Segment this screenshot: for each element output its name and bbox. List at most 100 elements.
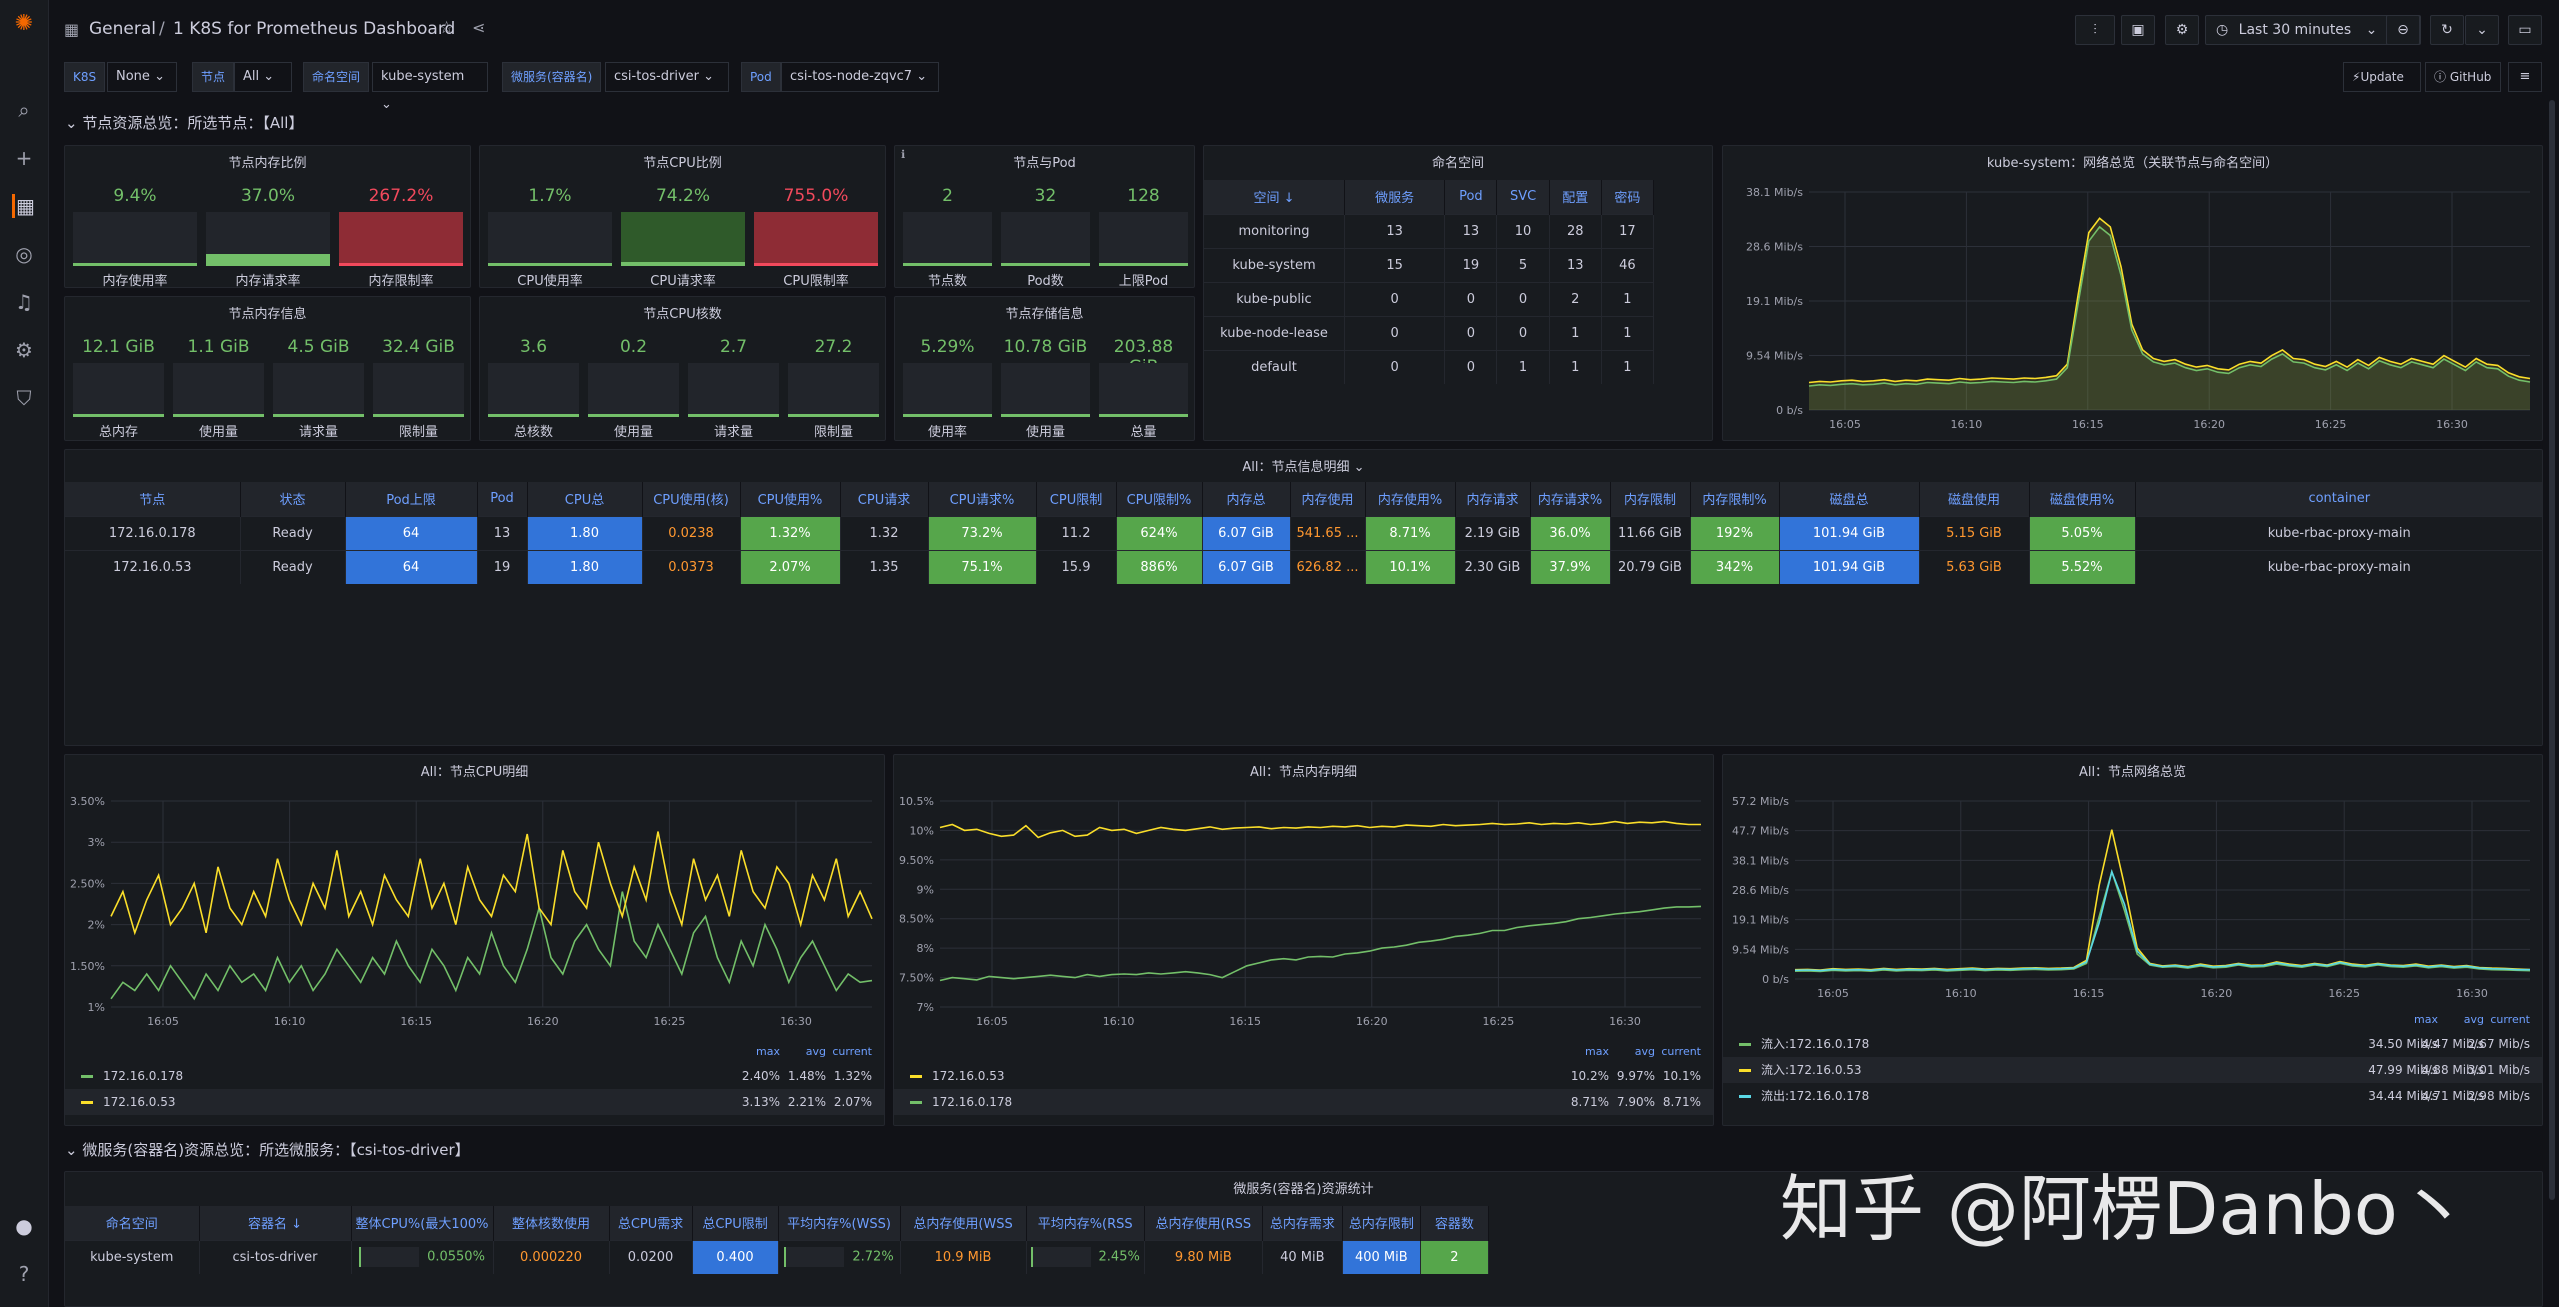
node-col-header[interactable]: 内存总: [1202, 482, 1291, 516]
ns-col-secret[interactable]: 密码: [1601, 180, 1655, 214]
node-col-header[interactable]: CPU使用%: [740, 482, 841, 516]
server-admin-shield-icon[interactable]: ⛉: [16, 386, 32, 410]
chevron-down-icon: ⌄: [65, 114, 78, 132]
svc-col-header[interactable]: 容器名 ↓: [199, 1206, 352, 1240]
legend-row[interactable]: 172.16.0.53 10.2% 9.97% 10.1%: [894, 1063, 1713, 1089]
legend-col-header[interactable]: avg: [2463, 1013, 2484, 1026]
create-plus-icon[interactable]: +: [15, 146, 33, 170]
gauge-value: 3.6: [519, 337, 548, 357]
legend-row[interactable]: 172.16.0.53 3.13% 2.21% 2.07%: [65, 1089, 884, 1115]
var-select-namespace[interactable]: kube-system ⌄: [372, 62, 488, 112]
row-title-node-overview[interactable]: ⌄ 节点资源总览：所选节点：【All】: [65, 112, 303, 133]
node-col-header[interactable]: Pod上限: [345, 482, 478, 516]
gauge-bar: [273, 363, 364, 417]
breadcrumb-folder[interactable]: General: [89, 19, 156, 39]
ns-col-pod[interactable]: Pod: [1444, 180, 1498, 214]
share-icon[interactable]: ⋖: [472, 18, 486, 37]
node-col-header[interactable]: CPU总: [527, 482, 643, 516]
node-col-header[interactable]: CPU请求%: [928, 482, 1037, 516]
node-col-header[interactable]: CPU限制%: [1116, 482, 1203, 516]
menu-bars-icon[interactable]: ≡: [2508, 62, 2542, 92]
star-icon[interactable]: ☆: [439, 18, 455, 38]
legend-col-header[interactable]: current: [832, 1045, 872, 1058]
refresh-icon[interactable]: ↻: [2430, 15, 2464, 45]
ns-col-svc[interactable]: SVC: [1496, 180, 1550, 214]
explore-compass-icon[interactable]: ◎: [15, 242, 33, 266]
legend-row[interactable]: 172.16.0.178 2.40% 1.48% 1.32%: [65, 1063, 884, 1089]
panel-title: 节点CPU核数: [643, 307, 722, 322]
legend-row[interactable]: 流出:172.16.0.178 34.44 Mib/s 4.71 Mib/s 2.98…: [1723, 1083, 2542, 1109]
svc-col-header[interactable]: 平均内存%(RSS: [1026, 1206, 1145, 1240]
node-col-header[interactable]: Pod: [477, 482, 528, 516]
dashboard-title[interactable]: 1 K8S for Prometheus Dashboard: [173, 19, 456, 39]
grafana-logo-icon[interactable]: ✺: [14, 11, 34, 36]
ns-col-space[interactable]: 空间 ↓: [1204, 180, 1345, 214]
svc-col-header[interactable]: 命名空间: [65, 1206, 200, 1240]
var-select-node[interactable]: All ⌄: [234, 62, 292, 92]
panel-title-wrap[interactable]: All：节点信息明细 ⌄: [65, 456, 2542, 475]
node-col-header[interactable]: 节点: [65, 482, 241, 516]
node-col-header[interactable]: 内存请求: [1455, 482, 1531, 516]
svc-col-header[interactable]: 总CPU需求: [609, 1206, 693, 1240]
legend-col-header[interactable]: avg: [805, 1045, 826, 1058]
node-col-header[interactable]: CPU限制: [1036, 482, 1117, 516]
legend-col-header[interactable]: current: [2490, 1013, 2530, 1026]
legend-col-header[interactable]: current: [1661, 1045, 1701, 1058]
x-tick-label: 16:15: [2073, 987, 2105, 1000]
tv-mode-icon[interactable]: ▭: [2508, 15, 2542, 45]
node-col-header[interactable]: CPU请求: [840, 482, 929, 516]
svc-col-header[interactable]: 容器数: [1420, 1206, 1489, 1240]
save-icon[interactable]: ▣: [2121, 15, 2155, 45]
update-link-button[interactable]: ⚡Update: [2343, 62, 2421, 92]
svc-col-header[interactable]: 整体核数使用: [493, 1206, 610, 1240]
time-picker-button[interactable]: ◷ Last 30 minutes ⌄: [2205, 15, 2421, 45]
node-col-header[interactable]: 状态: [240, 482, 346, 516]
refresh-interval-chevron-icon[interactable]: ⌄: [2465, 15, 2499, 45]
ns-col-svcs[interactable]: 微服务: [1344, 180, 1446, 214]
alerting-bell-icon[interactable]: ♫: [15, 290, 33, 314]
node-col-header[interactable]: 内存限制%: [1690, 482, 1780, 516]
configuration-gear-icon[interactable]: ⚙: [15, 338, 33, 362]
var-select-service[interactable]: csi-tos-driver ⌄: [605, 62, 729, 92]
legend-col-header[interactable]: max: [2414, 1013, 2438, 1026]
var-select-k8s[interactable]: None ⌄: [107, 62, 177, 92]
node-col-header[interactable]: 内存请求%: [1530, 482, 1611, 516]
row-title-service-overview[interactable]: ⌄ 微服务(容器名)资源总览：所选微服务：【csi-tos-driver】: [65, 1139, 470, 1160]
zoom-out-icon[interactable]: ⊖: [2386, 15, 2420, 45]
svc-col-header[interactable]: 平均内存%(WSS): [778, 1206, 901, 1240]
settings-gear-icon[interactable]: ⚙: [2165, 15, 2199, 45]
mini-bar-gauge: [784, 1247, 845, 1268]
svc-col-header[interactable]: 总内存使用(RSS: [1144, 1206, 1263, 1240]
svc-col-header[interactable]: 总CPU限制: [692, 1206, 779, 1240]
svc-col-header[interactable]: 总内存限制: [1342, 1206, 1421, 1240]
legend-col-header[interactable]: max: [756, 1045, 780, 1058]
var-select-pod[interactable]: csi-tos-node-zqvc7 ⌄: [781, 62, 939, 92]
github-link-button[interactable]: ⓘ GitHub: [2425, 62, 2501, 92]
svc-col-header[interactable]: 总内存使用(WSS: [900, 1206, 1027, 1240]
info-icon[interactable]: ℹ: [901, 148, 906, 161]
legend-row[interactable]: 流入:172.16.0.178 34.50 Mib/s 4.47 Mib/s 2.67…: [1723, 1031, 2542, 1057]
dashboards-icon[interactable]: ▦: [12, 194, 36, 218]
node-col-header[interactable]: 磁盘使用: [1919, 482, 2030, 516]
legend-col-header[interactable]: avg: [1634, 1045, 1655, 1058]
x-tick-label: 16:05: [1817, 987, 1849, 1000]
help-icon[interactable]: ?: [18, 1262, 30, 1286]
search-icon[interactable]: ⌕: [18, 98, 30, 122]
node-col-header[interactable]: 内存限制: [1610, 482, 1691, 516]
svc-col-header[interactable]: 整体CPU%(最大100%: [351, 1206, 494, 1240]
legend-row[interactable]: 流入:172.16.0.53 47.99 Mib/s 4.88 Mib/s 3.01 …: [1723, 1057, 2542, 1083]
legend-col-header[interactable]: max: [1585, 1045, 1609, 1058]
node-col-header[interactable]: 磁盘总: [1779, 482, 1920, 516]
page-scrollbar[interactable]: [2549, 100, 2555, 1200]
svc-col-header[interactable]: 总内存需求: [1262, 1206, 1343, 1240]
ns-col-config[interactable]: 配置: [1549, 180, 1602, 214]
user-avatar-icon[interactable]: ●: [15, 1214, 33, 1238]
node-col-header[interactable]: 磁盘使用%: [2029, 482, 2136, 516]
node-col-header[interactable]: 内存使用: [1290, 482, 1366, 516]
top-bar: ▦ General / 1 K8S for Prometheus Dashboa…: [49, 0, 2559, 62]
node-col-header[interactable]: container: [2135, 482, 2542, 516]
add-panel-icon[interactable]: ⫶: [2075, 15, 2115, 45]
node-col-header[interactable]: 内存使用%: [1365, 482, 1456, 516]
legend-row[interactable]: 172.16.0.178 8.71% 7.90% 8.71%: [894, 1089, 1713, 1115]
node-col-header[interactable]: CPU使用(核): [642, 482, 741, 516]
